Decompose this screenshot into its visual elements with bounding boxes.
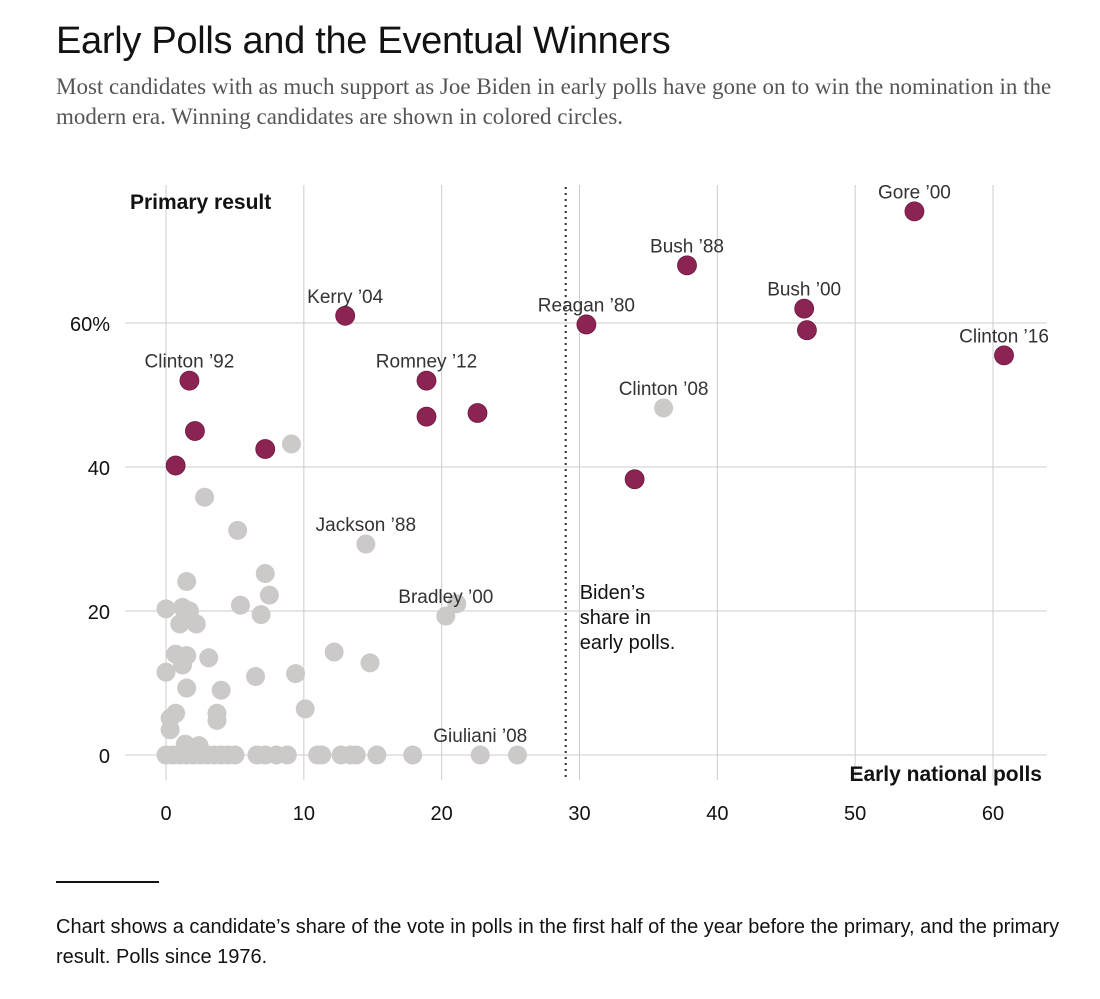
candidate-label: Giuliani ’08: [433, 726, 527, 747]
other-candidate-point: [225, 745, 245, 765]
other-candidate-point: [436, 606, 456, 626]
other-candidate-point: [160, 720, 180, 740]
other-candidate-point: [470, 745, 490, 765]
winner-point: [416, 406, 437, 427]
candidate-label: Gore ’00: [878, 182, 951, 203]
winner-point: [255, 439, 276, 459]
other-candidate-point: [295, 699, 315, 719]
x-tick-label: 0: [160, 803, 171, 825]
other-candidate-point: [447, 594, 467, 614]
grid: [125, 185, 1047, 780]
candidate-label: Kerry ’04: [307, 287, 383, 308]
other-candidate-point: [255, 564, 275, 584]
other-candidate-point: [367, 745, 387, 765]
biden-share-label: share in: [580, 607, 651, 629]
candidate-label: Clinton ’92: [145, 352, 235, 373]
y-tick-label: 60%: [70, 314, 110, 336]
other-candidate-point: [346, 745, 366, 765]
winner-point: [467, 403, 488, 423]
candidate-label: Bush ’00: [767, 280, 841, 301]
x-tick-label: 40: [706, 803, 728, 825]
other-candidate-point: [312, 745, 332, 765]
x-axis-title: Early national polls: [849, 763, 1042, 786]
winner-point: [335, 305, 356, 326]
chart-title: Early Polls and the Eventual Winners: [56, 20, 671, 62]
other-candidate-point: [654, 398, 674, 418]
other-candidate-point: [507, 745, 527, 765]
other-candidate-point: [277, 745, 297, 765]
winner-point: [797, 320, 817, 341]
other-candidate-point: [177, 678, 197, 698]
winner-point: [677, 255, 697, 276]
winner-point: [185, 421, 205, 441]
other-candidate-point: [156, 662, 176, 682]
footnote: Chart shows a candidate’s share of the v…: [56, 916, 1060, 968]
winner-point: [904, 201, 925, 222]
winner-point: [416, 370, 437, 391]
other-candidate-point: [211, 680, 231, 700]
other-candidate-point: [403, 745, 423, 765]
other-candidate-point: [199, 648, 219, 668]
y-axis-title: Primary result: [130, 191, 271, 214]
x-tick-label: 50: [844, 803, 866, 825]
other-candidate-point: [170, 614, 190, 634]
other-candidate-point: [286, 664, 306, 684]
candidate-label: Clinton ’08: [619, 379, 709, 400]
data-points: [156, 201, 1014, 765]
reference-line: Biden’s share in early polls.: [564, 187, 676, 780]
x-tick-label: 10: [293, 803, 315, 825]
other-candidate-point: [195, 487, 215, 507]
other-candidate-point: [173, 655, 193, 675]
winner-point: [624, 469, 645, 490]
other-candidate-point: [186, 614, 206, 634]
other-candidate-point: [281, 434, 301, 454]
scatter-chart: Biden’s share in early polls. 0 10 20 30 40 50 6…: [70, 182, 1049, 825]
chart-subtitle: Most candidates with as much support as …: [56, 74, 1052, 129]
x-tick-label: 30: [568, 803, 590, 825]
y-tick-label: 20: [88, 602, 110, 624]
y-tick-label: 40: [88, 458, 110, 480]
other-candidate-point: [230, 595, 250, 615]
biden-share-label: Biden’s: [580, 582, 645, 604]
winner-point: [179, 370, 200, 391]
other-candidate-point: [156, 599, 176, 619]
candidate-label: Romney ’12: [376, 352, 477, 373]
winner-point: [576, 314, 597, 335]
x-tick-label: 20: [431, 803, 453, 825]
candidate-label: Bush ’88: [650, 236, 724, 257]
other-candidate-point: [324, 642, 344, 662]
other-candidate-point: [259, 585, 279, 605]
other-candidate-point: [177, 571, 197, 591]
candidate-label: Clinton ’16: [959, 326, 1049, 347]
y-tick-label: 0: [99, 746, 110, 768]
other-candidate-point: [246, 667, 266, 687]
candidate-label: Jackson ’88: [316, 515, 416, 536]
winner-point: [994, 345, 1014, 366]
other-candidate-point: [207, 710, 227, 730]
winner-point: [165, 455, 186, 476]
candidate-label: Bradley ’00: [398, 587, 493, 608]
biden-share-label: early polls.: [580, 632, 676, 654]
winner-point: [794, 298, 815, 319]
candidate-label: Reagan ’80: [538, 295, 635, 316]
point-labels: Gore ’00 Bush ’88 Bush ’00 Reagan ’80 Clinto…: [145, 182, 1049, 747]
other-candidate-point: [228, 520, 248, 540]
other-candidate-point: [356, 534, 376, 554]
x-tick-label: 60: [982, 803, 1004, 825]
other-candidate-point: [360, 653, 380, 673]
axes: 0 10 20 30 40 50 60 0 20 40 60% Primary result Early…: [70, 191, 1042, 825]
footnote-divider: [56, 881, 159, 883]
other-candidate-point: [251, 605, 271, 625]
